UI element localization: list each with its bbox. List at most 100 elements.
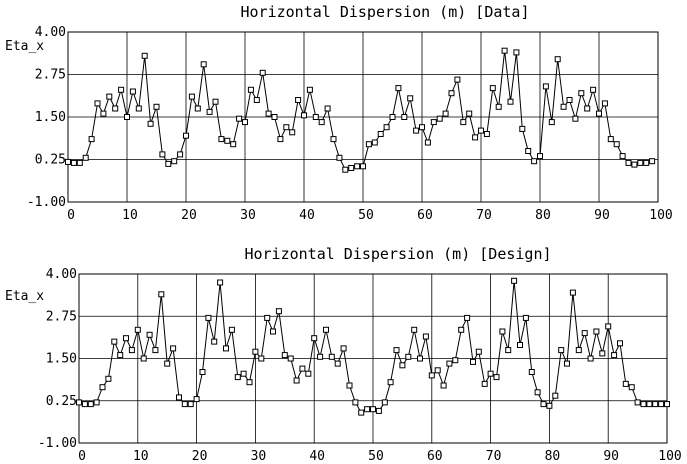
data-point (259, 69, 266, 76)
data-point (342, 166, 349, 173)
data-point (511, 277, 518, 284)
x-tick-label: 60 (417, 208, 433, 223)
y-tick-label: -1.00 (27, 195, 66, 210)
data-point (448, 90, 455, 97)
data-point (360, 163, 366, 170)
data-point (271, 114, 278, 120)
data-point (258, 355, 265, 362)
x-tick-label: 50 (368, 449, 384, 464)
data-point (124, 114, 130, 120)
data-point (242, 119, 248, 126)
data-point (564, 360, 570, 367)
data-point (318, 119, 325, 126)
data-point (617, 340, 623, 347)
data-point (199, 369, 206, 375)
series-line (67, 50, 653, 171)
data-point (289, 129, 296, 136)
data-point (224, 137, 231, 144)
data-point (593, 328, 600, 335)
data-point (613, 141, 620, 148)
x-tick-label: 0 (78, 449, 86, 464)
data-point (528, 369, 535, 375)
data-point (330, 136, 337, 143)
chart-title: Horizontal Dispersion (m) [Design] (244, 245, 551, 263)
data-point (111, 338, 118, 345)
x-tick-label: 100 (658, 449, 681, 464)
data-point (187, 401, 194, 408)
data-point (566, 97, 573, 103)
data-point (599, 350, 606, 357)
data-point (460, 119, 467, 126)
data-point (513, 49, 520, 56)
data-point (76, 399, 82, 406)
data-point (607, 136, 614, 143)
data-point (643, 159, 650, 166)
data-point (176, 394, 182, 401)
data-point (601, 100, 608, 107)
data-point (578, 90, 585, 97)
data-point (230, 141, 237, 148)
data-point (581, 330, 588, 337)
data-point (383, 124, 390, 131)
data-point (446, 360, 453, 367)
data-point (348, 165, 355, 171)
data-point (200, 61, 207, 68)
data-point (605, 323, 612, 330)
data-point (470, 358, 476, 365)
data-point (389, 114, 396, 120)
data-point (299, 365, 306, 372)
data-point (442, 110, 449, 117)
data-point (165, 160, 172, 167)
data-point (546, 402, 553, 409)
data-point (637, 159, 644, 166)
data-point (411, 326, 418, 333)
x-tick-label: 70 (476, 208, 492, 223)
data-point (305, 370, 312, 377)
data-point (223, 345, 229, 352)
data-point (534, 389, 541, 396)
x-tick-label: 10 (133, 449, 149, 464)
data-point (128, 347, 135, 354)
data-point (236, 115, 243, 122)
data-point (628, 384, 635, 391)
data-point (646, 401, 653, 408)
data-point (295, 97, 302, 103)
data-point (129, 88, 136, 95)
data-point (540, 401, 547, 408)
data-point (424, 139, 431, 146)
data-point (270, 328, 276, 335)
data-point (375, 407, 382, 414)
data-point (417, 355, 423, 362)
data-point (123, 335, 129, 342)
data-point (572, 115, 579, 122)
data-point (240, 370, 247, 377)
data-point (399, 362, 406, 369)
data-point (377, 131, 384, 137)
data-point (324, 105, 331, 112)
data-point (188, 93, 195, 100)
data-point (365, 141, 372, 148)
data-point (205, 314, 212, 321)
data-point (336, 154, 343, 161)
data-point (625, 159, 632, 166)
data-point (619, 153, 626, 160)
data-point (87, 401, 94, 408)
data-point (234, 374, 241, 381)
data-point (82, 154, 89, 161)
data-point (407, 95, 414, 102)
data-point (106, 93, 113, 100)
data-point (542, 83, 549, 90)
data-point (537, 153, 543, 160)
data-point (177, 151, 184, 158)
x-tick-label: 40 (299, 208, 315, 223)
data-point (100, 110, 107, 117)
x-tick-label: 50 (358, 208, 374, 223)
data-point (211, 338, 218, 345)
data-point (458, 326, 465, 333)
data-point (206, 108, 213, 115)
data-point (430, 119, 437, 126)
data-point (293, 377, 300, 384)
data-point (569, 289, 576, 296)
data-point (164, 360, 171, 367)
data-point (560, 103, 567, 110)
